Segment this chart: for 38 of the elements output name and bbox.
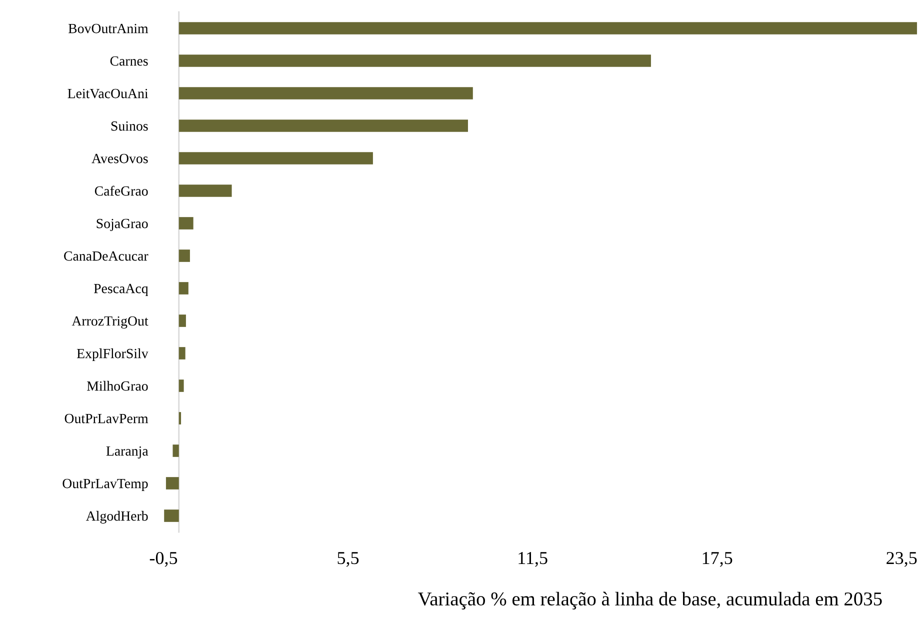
y-tick-label: OutPrLavTemp <box>62 478 148 492</box>
bar <box>178 250 190 262</box>
y-tick-label: Suinos <box>111 121 148 131</box>
y-tick-label: OutPrLavPerm <box>64 414 148 424</box>
bar <box>178 347 186 360</box>
y-tick-label: CanaDeAcucar <box>64 251 148 261</box>
bar <box>178 152 373 164</box>
bar <box>178 120 468 132</box>
bar <box>172 444 179 457</box>
y-tick-label: AvesOvos <box>92 154 148 164</box>
y-tick-label: Carnes <box>110 56 148 66</box>
bar <box>178 412 182 424</box>
bar <box>178 282 188 294</box>
x-axis-title: Variação % em relação à linha de base, acumulada em 2035 <box>418 592 882 610</box>
x-tick-label: 11,5 <box>518 552 548 567</box>
bar <box>164 510 179 522</box>
y-tick-label: SojaGrao <box>96 218 148 232</box>
x-tick-label: 5,5 <box>338 552 359 567</box>
bar <box>178 184 232 197</box>
bar <box>178 87 473 100</box>
y-tick-label: BovOutrAnim <box>68 24 148 34</box>
x-tick-label: 17,5 <box>702 552 732 567</box>
y-tick-label: CafeGrao <box>94 186 148 196</box>
bar <box>166 477 179 490</box>
bar <box>178 22 917 34</box>
bar <box>178 217 194 230</box>
bar <box>178 314 186 327</box>
y-tick-label: AlgodHerb <box>86 510 148 524</box>
y-tick-label: Laranja <box>106 446 148 459</box>
y-tick-label: MilhoGrao <box>87 380 148 391</box>
x-tick-label: -0,5 <box>150 552 178 567</box>
x-tick-label: 23,5 <box>886 552 917 567</box>
y-tick-label: LeitVacOuAni <box>68 88 148 98</box>
y-tick-label: ArrozTrigOut <box>72 316 148 329</box>
bar <box>178 380 184 392</box>
bar <box>178 54 651 67</box>
y-tick-label: ExplFlorSilv <box>76 348 148 362</box>
y-tick-label: PescaAcq <box>94 284 148 296</box>
